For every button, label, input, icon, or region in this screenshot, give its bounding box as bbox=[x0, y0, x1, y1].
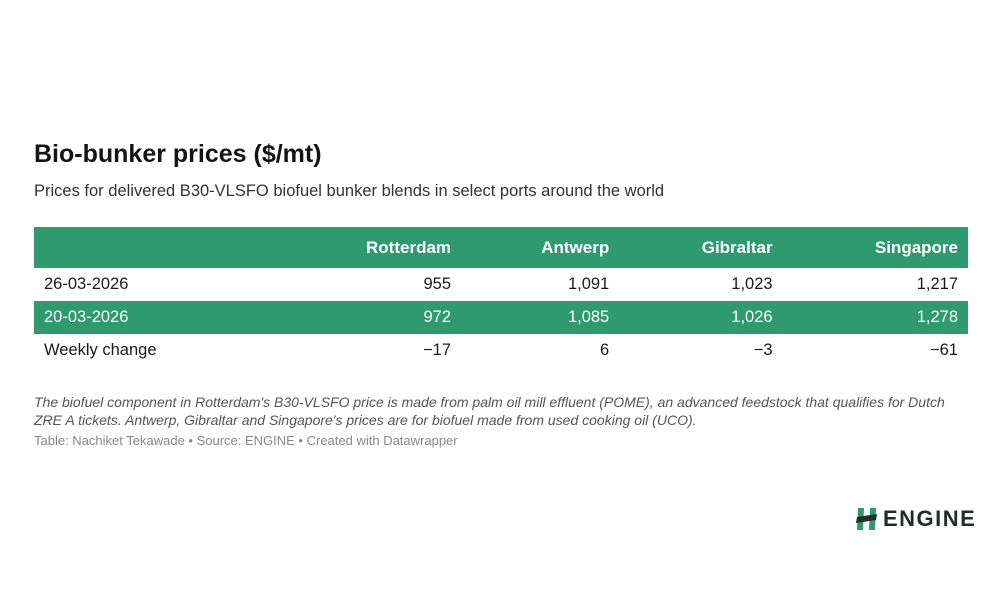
column-header-rotterdam[interactable]: Rotterdam bbox=[366, 237, 452, 257]
chart-title: Bio-bunker prices ($/mt) bbox=[34, 140, 322, 168]
column-header-singapore[interactable]: Singapore bbox=[874, 237, 958, 257]
price-table: Rotterdam Antwerp Gibraltar Singapore 26… bbox=[34, 227, 968, 367]
row-label: 20-03-2026 bbox=[44, 308, 129, 326]
table-row: 26-03-2026 955 1,091 1,023 1,217 bbox=[34, 268, 968, 301]
table-cell: 1,278 bbox=[916, 308, 958, 326]
footnote: The biofuel component in Rotterdam's B30… bbox=[34, 394, 945, 428]
credit-line: Table: Nachiket Tekawade • Source: ENGIN… bbox=[34, 433, 458, 448]
column-header-antwerp[interactable]: Antwerp bbox=[541, 237, 610, 257]
table-cell: 1,085 bbox=[567, 308, 610, 326]
table-cell: −61 bbox=[930, 341, 958, 359]
table-cell: 1,026 bbox=[731, 308, 773, 326]
table-cell: 1,217 bbox=[916, 275, 958, 293]
table-cell: 972 bbox=[423, 308, 452, 326]
table-cell: −17 bbox=[423, 341, 452, 359]
column-header bbox=[34, 227, 272, 268]
table-cell: −3 bbox=[753, 341, 773, 359]
table-cell: 1,023 bbox=[731, 275, 773, 293]
table-body: 26-03-2026 955 1,091 1,023 1,217 20-03-2026 97… bbox=[34, 268, 968, 367]
table-cell: 6 bbox=[600, 341, 610, 359]
chart-subtitle: Prices for delivered B30-VLSFO biofuel b… bbox=[34, 182, 665, 200]
table-cell: 1,091 bbox=[567, 275, 610, 293]
logo-text: ENGINE bbox=[883, 506, 977, 531]
table-row: 20-03-2026 972 1,085 1,026 1,278 bbox=[34, 301, 968, 334]
row-label: 26-03-2026 bbox=[44, 275, 129, 293]
engine-logo-icon bbox=[856, 508, 877, 530]
table-cell: 955 bbox=[423, 275, 452, 293]
column-header-gibraltar[interactable]: Gibraltar bbox=[701, 237, 773, 257]
table-row: Weekly change −17 6 −3 −61 bbox=[34, 334, 968, 367]
engine-logo: ENGINE bbox=[855, 506, 976, 532]
table-header-row: Rotterdam Antwerp Gibraltar Singapore bbox=[34, 227, 968, 268]
row-label: Weekly change bbox=[44, 341, 157, 359]
